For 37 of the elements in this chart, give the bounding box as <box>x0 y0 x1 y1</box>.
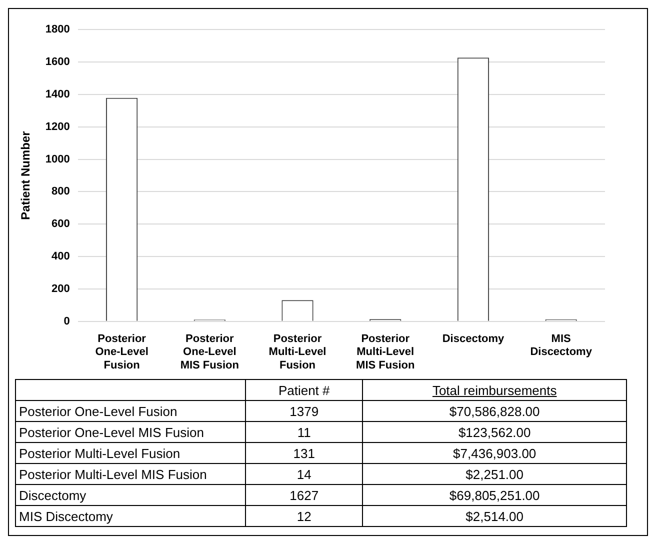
y-tick-label: 1200 <box>45 120 70 133</box>
text: Patient # <box>278 382 330 398</box>
x-tick-label: Posterior Multi-Level Fusion <box>268 333 326 372</box>
category-label: Posterior One-Level MIS Fusion <box>16 422 246 442</box>
text: $70,586,828.00 <box>362 400 626 422</box>
category-label: Posterior Multi-Level Fusion <box>16 442 246 464</box>
y-tick-label: 1800 <box>45 24 70 36</box>
text: $69,805,251.00 <box>362 484 626 506</box>
category-label: Discectomy <box>16 484 246 506</box>
category-label: Posterior One-Level Fusion <box>16 400 246 422</box>
text: 14 <box>246 464 363 484</box>
text: $123,562.00 <box>362 422 626 442</box>
text: $2,251.00 <box>362 464 626 484</box>
y-tick-label: 600 <box>52 218 70 230</box>
y-tick-label: 1000 <box>45 153 70 166</box>
x-tick-label: Posterior One-Level Fusion <box>95 333 148 372</box>
y-tick-label: 400 <box>52 250 70 263</box>
text: 11 <box>246 422 363 442</box>
x-tick-label: Discectomy <box>442 333 505 346</box>
text: 131 <box>246 442 363 464</box>
text: 1627 <box>246 484 363 506</box>
category-label: Posterior Multi-Level MIS Fusion <box>16 464 246 484</box>
y-tick-label: 200 <box>52 283 70 296</box>
text: 1379 <box>246 400 363 422</box>
y-tick-label: 0 <box>64 315 70 328</box>
category-label: MIS Discectomy <box>16 506 246 526</box>
x-tick-label: Posterior One-Level MIS Fusion <box>180 333 240 372</box>
text: $7,436,903.00 <box>362 442 626 464</box>
text: Total reimbursements <box>432 382 557 398</box>
y-axis-title: Patient Number <box>18 130 33 220</box>
x-tick-label: Posterior Multi-Level MIS Fusion <box>356 333 415 372</box>
y-tick-label: 1600 <box>45 56 70 68</box>
y-tick-label: 1400 <box>45 88 70 100</box>
x-tick-label: MIS Discectomy <box>530 333 593 358</box>
text: $2,514.00 <box>362 506 626 526</box>
text: 12 <box>246 506 363 526</box>
y-tick-label: 800 <box>52 186 70 198</box>
